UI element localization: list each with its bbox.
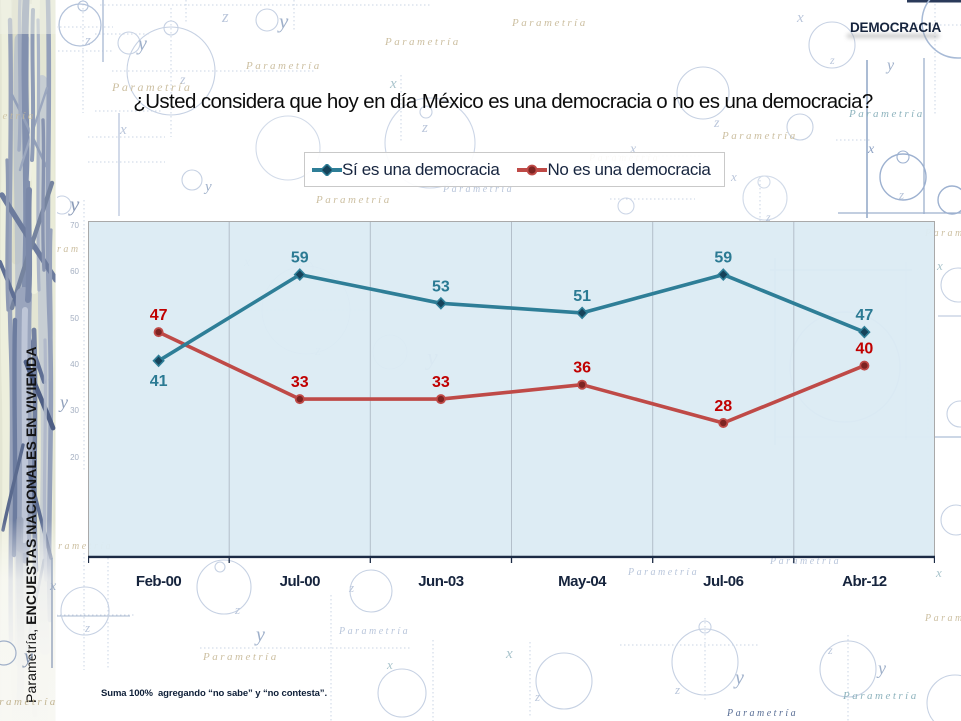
svg-text:y: y <box>68 192 80 216</box>
svg-text:Parametría: Parametría <box>41 541 113 552</box>
svg-text:Parametría: Parametría <box>848 108 925 120</box>
svg-text:Jun-03: Jun-03 <box>418 573 464 590</box>
svg-text:z: z <box>234 602 240 617</box>
svg-text:x: x <box>49 579 57 594</box>
svg-text:Parametría: Parametría <box>726 708 798 719</box>
svg-text:ram: ram <box>57 244 81 255</box>
svg-text:z: z <box>713 116 720 131</box>
svg-text:y: y <box>58 392 68 412</box>
svg-text:Parametría: Parametría <box>384 36 461 48</box>
svg-text:Feb-00: Feb-00 <box>136 573 182 590</box>
svg-text:36: 36 <box>573 360 591 377</box>
svg-text:28: 28 <box>714 398 732 415</box>
svg-text:60: 60 <box>70 267 79 276</box>
svg-text:Parametría: Parametría <box>0 110 36 122</box>
svg-text:x: x <box>629 142 637 157</box>
svg-text:51: 51 <box>573 288 591 305</box>
svg-text:Parametría: Parametría <box>442 184 514 195</box>
svg-text:z: z <box>84 33 91 49</box>
svg-text:z: z <box>827 643 833 657</box>
svg-text:y: y <box>885 57 895 74</box>
svg-text:y: y <box>277 9 289 33</box>
svg-text:z: z <box>179 73 186 88</box>
svg-text:y: y <box>136 33 147 55</box>
svg-text:z: z <box>674 682 680 697</box>
svg-text:20: 20 <box>70 453 79 462</box>
svg-text:z: z <box>221 7 229 26</box>
svg-text:x: x <box>796 10 804 26</box>
svg-text:Parametría: Parametría <box>842 690 919 702</box>
svg-text:Parametría: Parametría <box>511 17 588 29</box>
svg-text:y: y <box>876 658 886 678</box>
svg-text:Jul-00: Jul-00 <box>280 573 321 590</box>
svg-text:40: 40 <box>70 360 79 369</box>
svg-text:70: 70 <box>70 221 79 230</box>
svg-text:Parametría: Parametría <box>0 696 58 708</box>
svg-text:30: 30 <box>70 406 79 415</box>
svg-text:z: z <box>898 187 904 202</box>
svg-text:y: y <box>254 624 265 646</box>
svg-text:y: y <box>733 667 744 689</box>
svg-text:Parametría: Parametría <box>202 651 279 663</box>
svg-text:x: x <box>935 565 942 580</box>
svg-text:Parametría: Parametría <box>245 60 322 72</box>
svg-text:z: z <box>84 620 90 635</box>
svg-text:Parametría: Parametría <box>924 613 961 624</box>
svg-text:y: y <box>203 179 212 195</box>
svg-text:Abr-12: Abr-12 <box>842 573 887 590</box>
svg-text:47: 47 <box>150 307 168 324</box>
svg-text:x: x <box>730 169 737 184</box>
svg-text:z: z <box>534 689 540 704</box>
svg-text:y: y <box>22 646 33 668</box>
svg-text:Parametría: Parametría <box>721 130 798 142</box>
svg-text:40: 40 <box>856 341 874 358</box>
svg-text:Jul-06: Jul-06 <box>703 573 744 590</box>
svg-text:33: 33 <box>291 374 309 391</box>
svg-text:Parametría: Parametría <box>769 556 841 567</box>
svg-text:z: z <box>829 53 835 67</box>
svg-text:z: z <box>765 210 771 224</box>
svg-text:Parametría: Parametría <box>338 626 410 637</box>
svg-text:59: 59 <box>714 250 732 267</box>
svg-text:Parametría: Parametría <box>315 194 392 206</box>
svg-text:x: x <box>505 646 513 662</box>
svg-text:59: 59 <box>291 250 309 267</box>
svg-text:53: 53 <box>432 278 450 295</box>
svg-text:z: z <box>348 580 354 595</box>
svg-text:33: 33 <box>432 374 450 391</box>
svg-text:x: x <box>867 142 875 157</box>
svg-text:x: x <box>936 258 943 273</box>
svg-text:z: z <box>421 120 428 136</box>
svg-text:x: x <box>386 657 393 672</box>
svg-text:Parametría: Parametría <box>627 567 699 578</box>
svg-text:50: 50 <box>70 314 79 323</box>
svg-text:47: 47 <box>856 307 874 324</box>
svg-text:May-04: May-04 <box>558 573 607 590</box>
svg-text:41: 41 <box>150 373 168 390</box>
svg-text:x: x <box>389 76 397 92</box>
svg-text:Parametría: Parametría <box>924 228 961 239</box>
svg-text:Parametría: Parametría <box>111 80 192 94</box>
svg-text:x: x <box>119 122 127 138</box>
